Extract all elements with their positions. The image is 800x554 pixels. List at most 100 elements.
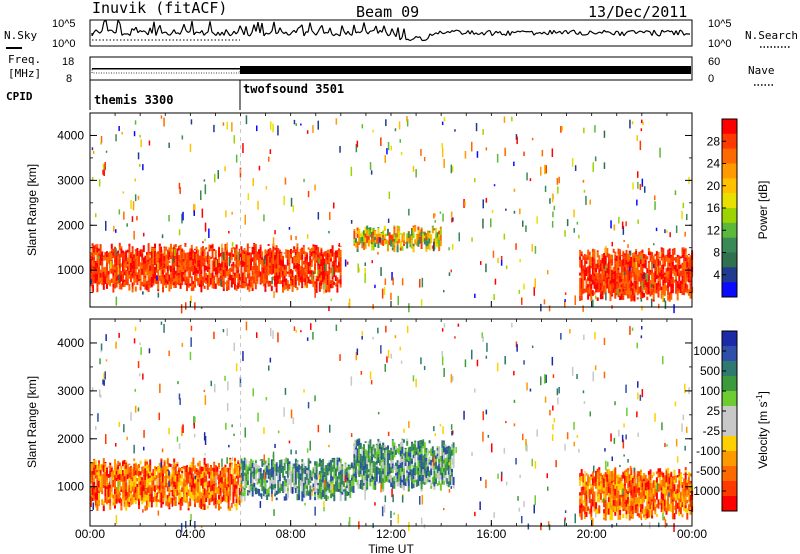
heatmap-cell <box>240 458 243 460</box>
heatmap-cell <box>614 258 617 261</box>
heatmap-cell <box>123 271 126 276</box>
heatmap-cell <box>266 280 268 284</box>
heatmap-cell <box>580 263 583 270</box>
heatmap-cell <box>141 500 144 505</box>
heatmap-cell <box>663 272 666 275</box>
heatmap-cell <box>128 268 131 271</box>
heatmap-cell <box>112 502 115 506</box>
heatmap-cell <box>266 250 268 254</box>
heatmap-cell <box>675 257 678 263</box>
heatmap-cell <box>168 493 171 497</box>
heatmap-cell <box>192 487 195 495</box>
heatmap-cell <box>110 491 113 498</box>
heatmap-cell <box>242 143 244 154</box>
heatmap-cell <box>431 450 434 454</box>
heatmap-cell <box>172 257 175 263</box>
heatmap-cell <box>358 228 361 230</box>
heatmap-cell <box>395 233 397 238</box>
heatmap-cell <box>601 273 604 280</box>
heatmap-cell <box>375 457 378 461</box>
heatmap-cell <box>380 237 383 245</box>
heatmap-cell <box>227 252 230 256</box>
heatmap-cell <box>302 246 305 251</box>
heatmap-cell <box>356 469 359 472</box>
heatmap-cell <box>98 273 100 277</box>
heatmap-cell <box>355 238 357 243</box>
heatmap-cell <box>256 468 259 473</box>
heatmap-cell <box>187 508 190 511</box>
heatmap-cell <box>379 233 381 238</box>
heatmap-cell <box>149 260 152 266</box>
heatmap-cell <box>622 265 625 272</box>
heatmap-cell <box>428 450 431 454</box>
heatmap-cell <box>664 229 666 234</box>
heatmap-cell <box>325 283 328 290</box>
heatmap-cell <box>328 262 331 267</box>
heatmap-cell <box>162 259 164 266</box>
heatmap-cell <box>109 488 112 496</box>
heatmap-cell <box>601 279 604 287</box>
heatmap-cell <box>182 465 185 469</box>
heatmap-cell <box>668 275 670 280</box>
heatmap-cell <box>251 279 254 282</box>
heatmap-cell <box>320 249 323 256</box>
heatmap-cell <box>374 448 377 452</box>
heatmap-cell <box>104 270 107 274</box>
heatmap-cell <box>356 439 359 447</box>
heatmap-cell <box>117 497 120 503</box>
heatmap-cell <box>353 243 356 246</box>
heatmap-cell <box>234 252 236 256</box>
heatmap-cell <box>270 268 273 275</box>
heatmap-cell <box>640 128 643 132</box>
heatmap-cell <box>638 263 641 268</box>
heatmap-cell <box>676 257 679 264</box>
heatmap-cell <box>323 485 326 493</box>
heatmap-cell <box>259 479 262 487</box>
heatmap-cell <box>331 480 334 484</box>
heatmap-cell <box>230 266 233 269</box>
heatmap-cell <box>190 491 193 495</box>
heatmap-cell <box>649 269 652 273</box>
heatmap-cell <box>190 484 193 490</box>
heatmap-cell <box>205 268 208 271</box>
heatmap-cell <box>333 281 336 285</box>
heatmap-cell <box>171 267 174 271</box>
heatmap-cell <box>644 287 647 294</box>
heatmap-cell <box>291 473 294 477</box>
heatmap-cell <box>293 246 296 250</box>
heatmap-cell <box>407 469 410 472</box>
heatmap-cell <box>339 262 342 268</box>
heatmap-cell <box>120 263 123 267</box>
heatmap-cell <box>433 213 435 219</box>
heatmap-cell <box>149 459 152 466</box>
heatmap-cell <box>139 286 142 291</box>
heatmap-cell <box>620 293 623 300</box>
heatmap-cell <box>611 294 614 297</box>
heatmap-cell <box>250 486 253 491</box>
heatmap-cell <box>375 464 378 467</box>
heatmap-cell <box>346 485 349 489</box>
heatmap-cell <box>417 475 420 481</box>
heatmap-cell <box>614 263 617 271</box>
heatmap-cell <box>141 263 144 265</box>
heatmap-cell <box>396 448 399 453</box>
heatmap-cell <box>580 273 583 276</box>
heatmap-cell <box>166 482 169 487</box>
heatmap-cell <box>194 265 196 271</box>
heatmap-cell <box>301 497 304 502</box>
heatmap-cell <box>639 294 642 300</box>
heatmap-cell <box>655 251 658 252</box>
heatmap-cell <box>102 472 105 475</box>
heatmap-cell <box>668 265 671 268</box>
heatmap-cell <box>485 197 488 203</box>
heatmap-cell <box>304 264 307 270</box>
heatmap-cell <box>282 270 284 276</box>
heatmap-cell <box>254 469 257 475</box>
heatmap-cell <box>352 478 355 486</box>
heatmap-cell <box>611 258 614 266</box>
heatmap-cell <box>227 277 230 285</box>
heatmap-cell <box>128 496 131 502</box>
heatmap-cell <box>631 121 634 125</box>
heatmap-cell <box>433 241 435 252</box>
heatmap-cell <box>356 455 359 463</box>
